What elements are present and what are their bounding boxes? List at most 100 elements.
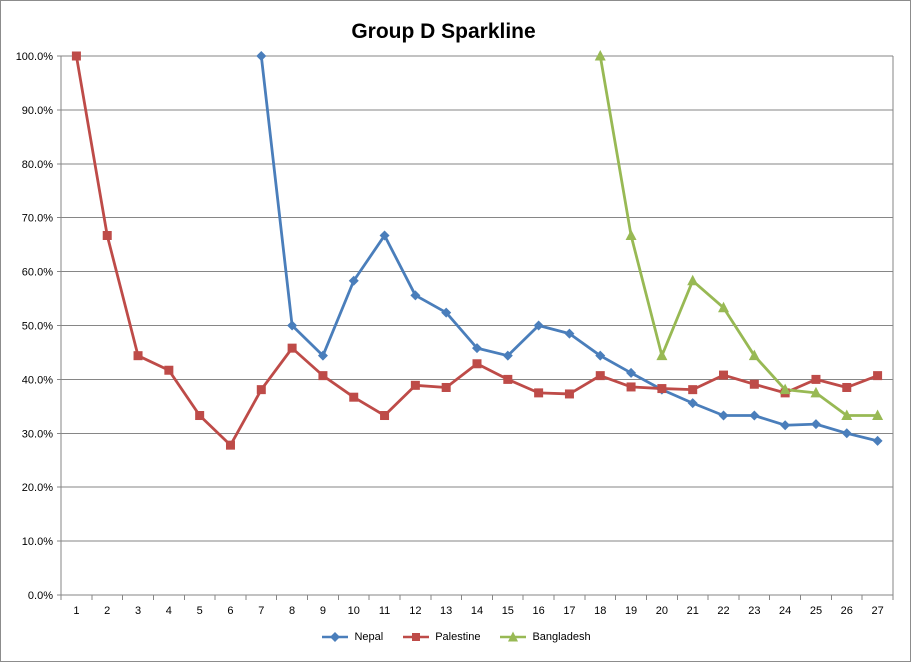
data-point-nepal <box>687 398 698 409</box>
data-point-palestine <box>71 51 81 61</box>
data-point-bangladesh <box>841 409 853 421</box>
y-tick-label: 20.0% <box>22 482 53 494</box>
x-tick-label: 24 <box>779 605 791 617</box>
x-tick-label: 6 <box>227 605 233 617</box>
x-tick-label: 20 <box>656 605 668 617</box>
data-point-palestine <box>164 365 174 375</box>
x-tick-label: 23 <box>748 605 760 617</box>
data-point-bangladesh <box>718 301 730 313</box>
data-point-bangladesh <box>594 50 606 61</box>
data-point-bangladesh <box>687 274 699 286</box>
y-tick-label: 80.0% <box>22 159 53 171</box>
data-point-nepal <box>841 428 852 439</box>
legend-swatch-bangladesh <box>500 631 527 642</box>
data-point-palestine <box>719 370 729 380</box>
legend-item-nepal: Nepal <box>320 631 383 643</box>
y-tick-label: 50.0% <box>22 321 53 333</box>
x-tick-label: 27 <box>871 605 883 617</box>
y-tick-label: 60.0% <box>22 267 53 279</box>
x-tick-label: 11 <box>379 605 390 617</box>
x-tick-label: 4 <box>166 605 172 617</box>
data-point-palestine <box>380 411 390 421</box>
data-point-nepal <box>348 275 359 286</box>
data-point-palestine <box>688 385 698 395</box>
series-line-bangladesh <box>598 55 878 417</box>
data-point-palestine <box>256 385 266 395</box>
data-point-palestine <box>102 230 112 240</box>
legend: Nepal Palestine Bangladesh <box>0 631 911 643</box>
data-point-bangladesh <box>656 349 668 361</box>
data-point-nepal <box>441 307 452 318</box>
data-point-palestine <box>318 371 328 381</box>
y-tick-label: 100.0% <box>16 51 54 63</box>
x-tick-label: 15 <box>502 605 514 617</box>
chart-title: Group D Sparkline <box>351 20 536 43</box>
data-point-bangladesh <box>779 383 791 395</box>
legend-label: Bangladesh <box>532 631 591 643</box>
x-tick-label: 12 <box>409 605 421 617</box>
x-tick-label: 18 <box>594 605 606 617</box>
data-point-nepal <box>780 420 791 431</box>
data-point-palestine <box>873 371 883 381</box>
y-tick-label: 30.0% <box>22 428 53 440</box>
data-point-palestine <box>195 411 205 421</box>
y-tick-label: 40.0% <box>22 374 53 386</box>
data-point-palestine <box>811 374 821 384</box>
data-point-palestine <box>503 374 513 384</box>
x-tick-label: 14 <box>471 605 483 617</box>
data-point-nepal <box>872 435 883 446</box>
data-point-nepal <box>533 320 544 331</box>
x-tick-label: 5 <box>197 605 203 617</box>
data-point-palestine <box>626 382 636 392</box>
series-line-nepal <box>259 55 878 443</box>
x-tick-label: 21 <box>687 605 699 617</box>
x-tick-label: 2 <box>104 605 110 617</box>
x-tick-label: 9 <box>320 605 326 617</box>
x-tick-label: 22 <box>717 605 729 617</box>
y-tick-label: 90.0% <box>22 105 53 117</box>
data-point-palestine <box>564 389 574 399</box>
x-tick-label: 8 <box>289 605 295 617</box>
data-point-nepal <box>626 367 637 378</box>
data-point-palestine <box>133 351 143 361</box>
data-point-nepal <box>379 230 390 241</box>
x-tick-label: 25 <box>810 605 822 617</box>
x-tick-label: 17 <box>563 605 575 617</box>
x-tick-label: 7 <box>258 605 264 617</box>
y-tick-label: 70.0% <box>22 213 53 225</box>
x-tick-label: 13 <box>440 605 452 617</box>
data-point-palestine <box>472 359 482 369</box>
legend-swatch-nepal <box>322 632 349 642</box>
data-point-nepal <box>564 328 575 339</box>
legend-item-palestine: Palestine <box>401 631 480 643</box>
data-point-palestine <box>534 388 544 398</box>
data-point-palestine <box>749 379 759 389</box>
data-point-nepal <box>256 51 267 61</box>
x-tick-label: 26 <box>841 605 853 617</box>
data-point-nepal <box>810 419 821 430</box>
x-tick-label: 19 <box>625 605 637 617</box>
x-tick-label: 16 <box>533 605 545 617</box>
data-point-bangladesh <box>748 349 760 361</box>
data-point-bangladesh <box>872 409 884 421</box>
data-point-palestine <box>349 392 359 402</box>
data-point-nepal <box>718 410 729 421</box>
data-point-palestine <box>595 371 605 381</box>
data-point-palestine <box>287 343 297 353</box>
data-point-palestine <box>842 382 852 392</box>
data-point-nepal <box>287 320 298 331</box>
legend-swatch-palestine <box>403 633 430 641</box>
data-point-nepal <box>502 350 513 361</box>
data-point-bangladesh <box>625 229 637 240</box>
x-tick-label: 10 <box>348 605 360 617</box>
x-tick-label: 1 <box>73 605 79 617</box>
data-point-bangladesh <box>810 386 822 398</box>
data-point-nepal <box>749 410 760 421</box>
legend-label: Nepal <box>354 631 384 643</box>
data-point-palestine <box>657 384 667 394</box>
data-point-palestine <box>441 382 451 392</box>
y-tick-label: 10.0% <box>22 536 53 548</box>
data-point-palestine <box>225 440 235 450</box>
legend-item-bangladesh: Bangladesh <box>498 631 591 643</box>
